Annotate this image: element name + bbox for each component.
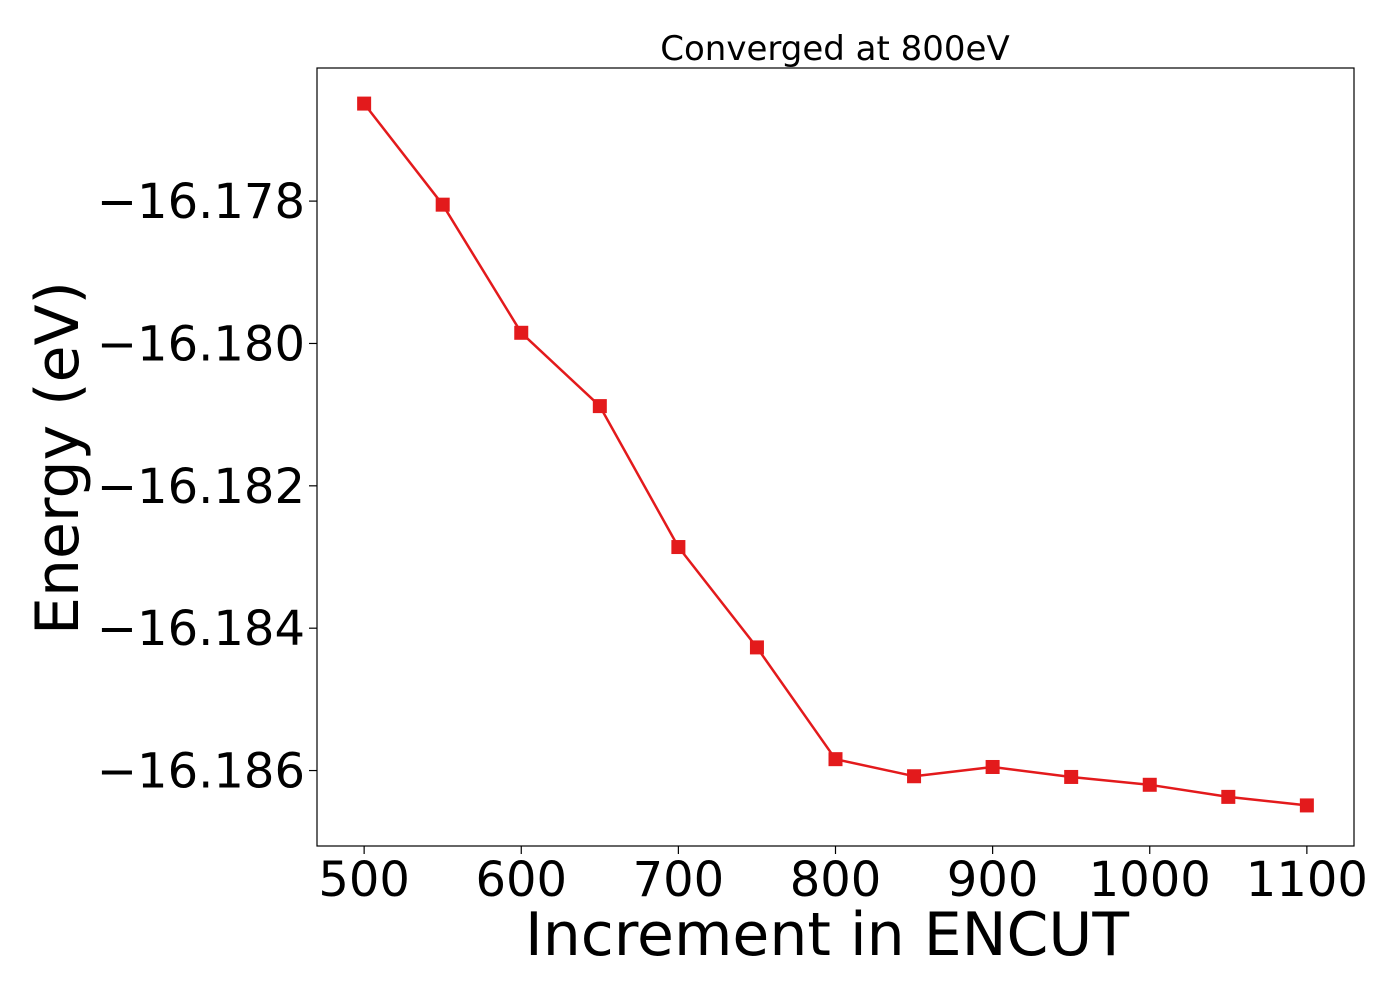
data-point xyxy=(985,759,1000,774)
y-tick-label: −16.180 xyxy=(97,316,305,372)
y-tick-label: −16.186 xyxy=(97,744,305,800)
x-tick-label: 900 xyxy=(947,852,1039,908)
y-tick-label: −16.184 xyxy=(97,601,305,657)
plot-area xyxy=(357,96,1314,813)
x-tick-label: 700 xyxy=(633,852,725,908)
x-tick-label: 500 xyxy=(318,852,410,908)
data-point xyxy=(828,752,843,767)
data-point xyxy=(1299,798,1314,813)
data-point xyxy=(1064,769,1079,784)
data-point xyxy=(435,197,450,212)
x-tick-label: 800 xyxy=(790,852,882,908)
x-tick-label: 600 xyxy=(475,852,567,908)
y-axis: −16.178 −16.180 −16.182 −16.184 −16.186 xyxy=(97,174,317,800)
data-point xyxy=(514,325,529,340)
y-axis-label: Energy (eV) xyxy=(23,281,93,635)
data-point xyxy=(671,540,686,555)
x-tick-label: 1100 xyxy=(1246,852,1368,908)
data-point xyxy=(1221,789,1236,804)
y-tick-label: −16.182 xyxy=(97,459,305,515)
x-axis: 500 600 700 800 900 1000 1100 xyxy=(318,846,1368,908)
data-point xyxy=(907,769,922,784)
chart-title: Converged at 800eV xyxy=(660,29,1009,69)
y-tick-label: −16.178 xyxy=(97,174,305,230)
data-point xyxy=(1142,777,1157,792)
x-axis-label: Increment in ENCUT xyxy=(525,900,1129,970)
data-point xyxy=(592,399,607,414)
data-point xyxy=(357,96,372,111)
x-tick-label: 1000 xyxy=(1089,852,1211,908)
data-point xyxy=(749,640,764,655)
